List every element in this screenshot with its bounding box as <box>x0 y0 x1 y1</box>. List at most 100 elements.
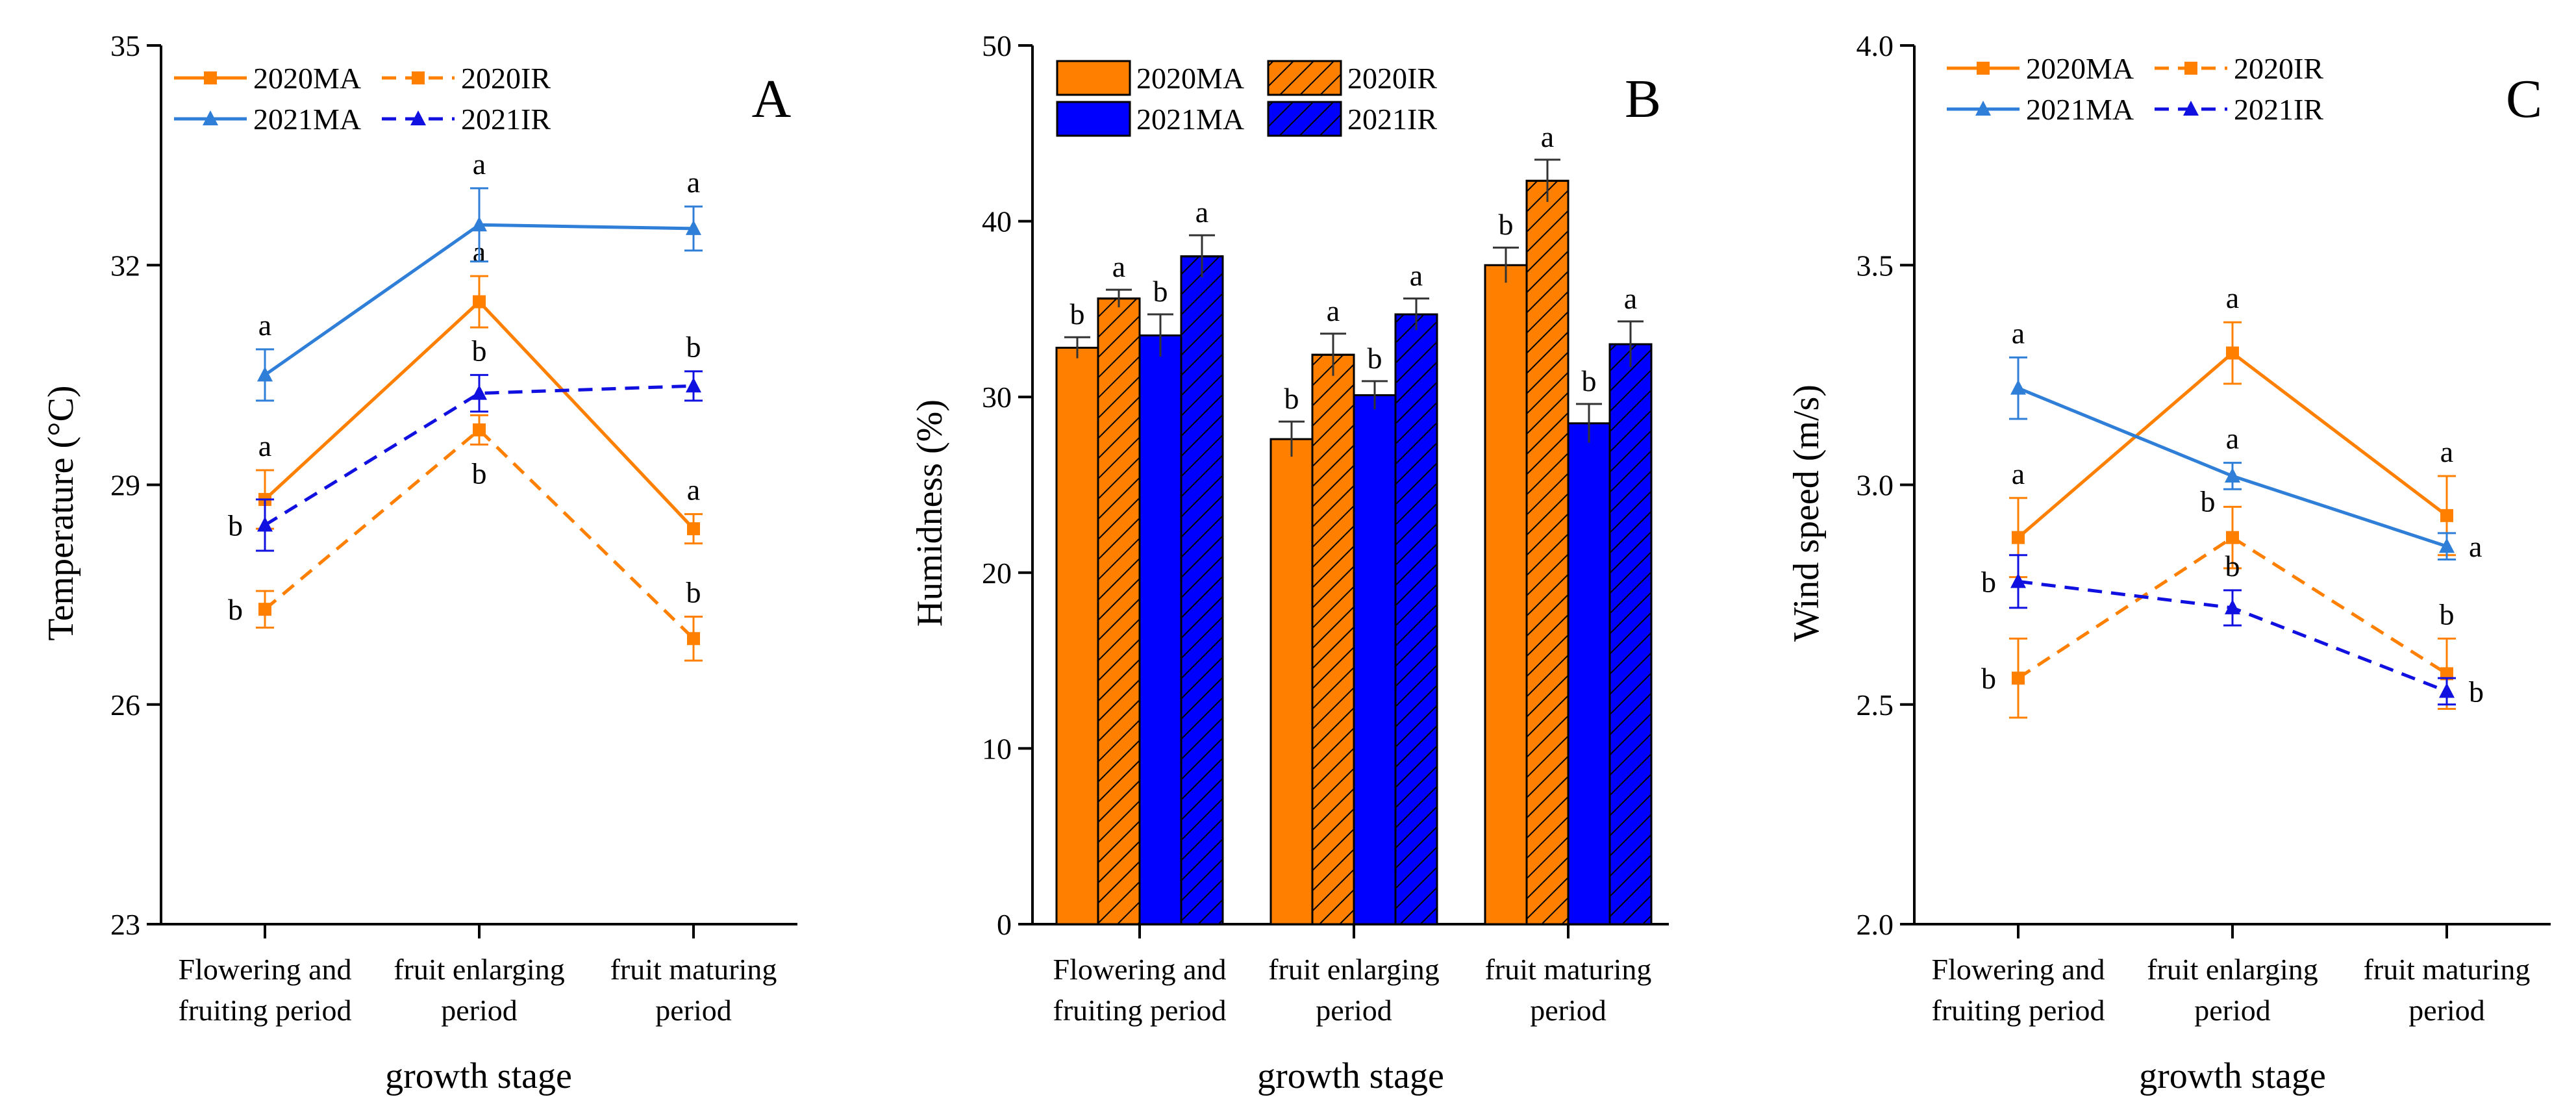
panel-c-y-tick-label: 3.0 <box>1857 469 1894 502</box>
panel-letter-a: A <box>752 69 792 129</box>
panel-letter-b: B <box>1625 69 1661 129</box>
panel-c-legend-marker <box>2184 62 2197 75</box>
panel-a-category-label-line2: period <box>441 994 518 1027</box>
panel-c-data-point <box>2440 509 2453 522</box>
panel-a-significance-label: b <box>686 331 701 364</box>
panel-c-category-label-line1: fruit enlarging <box>2147 953 2318 986</box>
panel-b-bar-hatch <box>1394 313 1438 925</box>
panel-c-y-tick-label: 2.5 <box>1857 688 1894 722</box>
panel-a-temperature-chart: A Temperature (°C) growth stage 23 26 29 32… <box>41 29 797 1096</box>
panel-c-legend: 2020MA 2020IR 2021MA 2021IR <box>1947 52 2323 126</box>
panel-b-legend-swatch-hatch <box>1267 101 1342 137</box>
panel-a-significance-label: a <box>687 473 700 507</box>
panel-c-significance-label: b <box>2440 597 2455 631</box>
panel-b-legend-item-2021ma: 2021MA <box>1056 101 1244 137</box>
panel-b-humidness-chart: B Humidness (%) growth stage 0 10 20 30 40 50… <box>910 29 1669 1096</box>
panel-a-significance-label: b <box>228 593 243 626</box>
panel-a-data-point <box>471 216 487 232</box>
panel-b-y-tick-label: 40 <box>982 205 1012 238</box>
panel-a-x-axis-title: growth stage <box>385 1056 572 1096</box>
panel-c-wind-speed-chart: C Wind speed (m/s) growth stage 2.0 2.5 3.… <box>1786 29 2551 1096</box>
panel-c-legend-label: 2020MA <box>2026 52 2134 85</box>
panel-b-legend-item-2021ir: 2021IR <box>1267 101 1437 137</box>
panel-c-significance-label: b <box>1981 662 1996 695</box>
panel-b-significance-label: a <box>1541 120 1554 153</box>
panel-c-data-point <box>2010 573 2026 588</box>
panel-b-significance-label: b <box>1070 297 1085 331</box>
panel-c-legend-item-2021ir: 2021IR <box>2155 93 2323 126</box>
panel-b-legend-item-2020ma: 2020MA <box>1056 60 1244 96</box>
panel-c-significance-label: a <box>2226 422 2239 455</box>
panel-b-significance-label: b <box>1368 342 1382 375</box>
panel-a-legend-item-2021ma: 2021MA <box>174 103 361 136</box>
panel-a-legend-label: 2021MA <box>253 103 361 136</box>
panel-b-significance-label: a <box>1410 259 1423 292</box>
panel-a-category-label-line2: period <box>655 994 732 1027</box>
panel-b-significance-label: b <box>1153 275 1168 308</box>
panel-c-data-point <box>2226 346 2239 360</box>
panel-c-legend-label: 2020IR <box>2234 52 2323 85</box>
panel-letter-c: C <box>2506 69 2542 129</box>
panel-b-legend-swatch <box>1056 60 1131 96</box>
panel-a-category-label-line2: fruiting period <box>179 994 352 1027</box>
panel-a-y-tick-label: 32 <box>110 249 140 282</box>
panel-c-data-point <box>2440 667 2453 681</box>
panel-a-significance-label: b <box>472 457 487 490</box>
panel-a-y-axis-title: Temperature (°C) <box>41 385 81 640</box>
panel-a-significance-label: a <box>258 429 271 462</box>
panel-c-significance-label: b <box>2201 485 2216 518</box>
panel-b-legend-swatch-hatch <box>1267 60 1342 96</box>
panel-b-significance-label: a <box>1327 294 1340 327</box>
panel-c-significance-label: a <box>2012 457 2025 490</box>
panel-a-significance-label: a <box>473 147 486 181</box>
panel-b-x-axis-title: growth stage <box>1257 1056 1444 1096</box>
panel-b-significance-label: b <box>1582 364 1597 397</box>
panel-c-data-point <box>2439 538 2455 553</box>
panel-c-legend-item-2020ir: 2020IR <box>2155 52 2323 85</box>
panel-a-line-2020ir <box>264 427 695 640</box>
panel-b-bar <box>1138 334 1182 925</box>
panel-c-data-point <box>2226 531 2239 544</box>
panel-c-series-2021ir: b b b <box>1981 549 2484 709</box>
panel-b-y-tick-label: 0 <box>997 908 1012 941</box>
panel-a-category-label-line1: fruit enlarging <box>394 953 565 986</box>
panel-c-data-point <box>2012 531 2025 544</box>
panel-c-significance-label: a <box>2440 435 2453 468</box>
panel-b-legend-label: 2021MA <box>1136 103 1244 136</box>
panel-b-category-label-line1: fruit maturing <box>1485 953 1652 986</box>
panel-a-legend-marker <box>410 110 426 125</box>
panel-a-line-2021ir <box>264 384 694 527</box>
panel-b-category-label-line1: fruit enlarging <box>1268 953 1440 986</box>
panel-a-y-tick-label: 26 <box>110 688 140 722</box>
panel-c-category-label-line1: fruit maturing <box>2364 953 2531 986</box>
panel-a-legend-label: 2020MA <box>253 62 361 95</box>
panel-c-significance-label: b <box>2469 675 2484 708</box>
panel-b-y-tick-label: 10 <box>982 732 1012 765</box>
panel-c-line-2020ir <box>2017 535 2448 680</box>
panel-a-series-2020ma: a a a <box>256 235 703 545</box>
panel-c-category-label-line2: fruiting period <box>1932 994 2105 1027</box>
panel-a-data-point <box>471 384 487 400</box>
panel-b-bar-hatch <box>1608 343 1653 925</box>
panel-c-y-tick-label: 3.5 <box>1857 249 1894 282</box>
panel-b-bar-hatch <box>1180 255 1224 925</box>
panel-c-data-point <box>2225 467 2240 483</box>
panel-c-category-label-line2: period <box>2408 994 2485 1027</box>
panel-c-y-tick-label: 2.0 <box>1857 908 1894 941</box>
panel-a-legend-item-2021ir: 2021IR <box>382 103 551 136</box>
panel-a-category-label-line1: Flowering and <box>178 953 351 986</box>
panel-c-y-axis-title: Wind speed (m/s) <box>1786 384 1827 642</box>
panel-b-category-label-line2: fruiting period <box>1053 994 1227 1027</box>
panel-b-bar <box>1353 394 1397 925</box>
panel-c-significance-label: b <box>1981 565 1996 598</box>
panel-a-data-point <box>257 516 273 532</box>
panel-a-significance-label: a <box>687 166 700 199</box>
panel-b-category-label-line2: period <box>1316 994 1392 1027</box>
panel-a-data-point <box>473 295 486 308</box>
panel-c-y-tick-label: 4.0 <box>1857 29 1894 62</box>
panel-b-series-2021ir: a a a <box>1180 195 1653 925</box>
panel-b-significance-label: a <box>1195 195 1208 229</box>
panel-b-bar-hatch <box>1311 353 1355 925</box>
panel-b-legend-label: 2020IR <box>1347 62 1437 95</box>
